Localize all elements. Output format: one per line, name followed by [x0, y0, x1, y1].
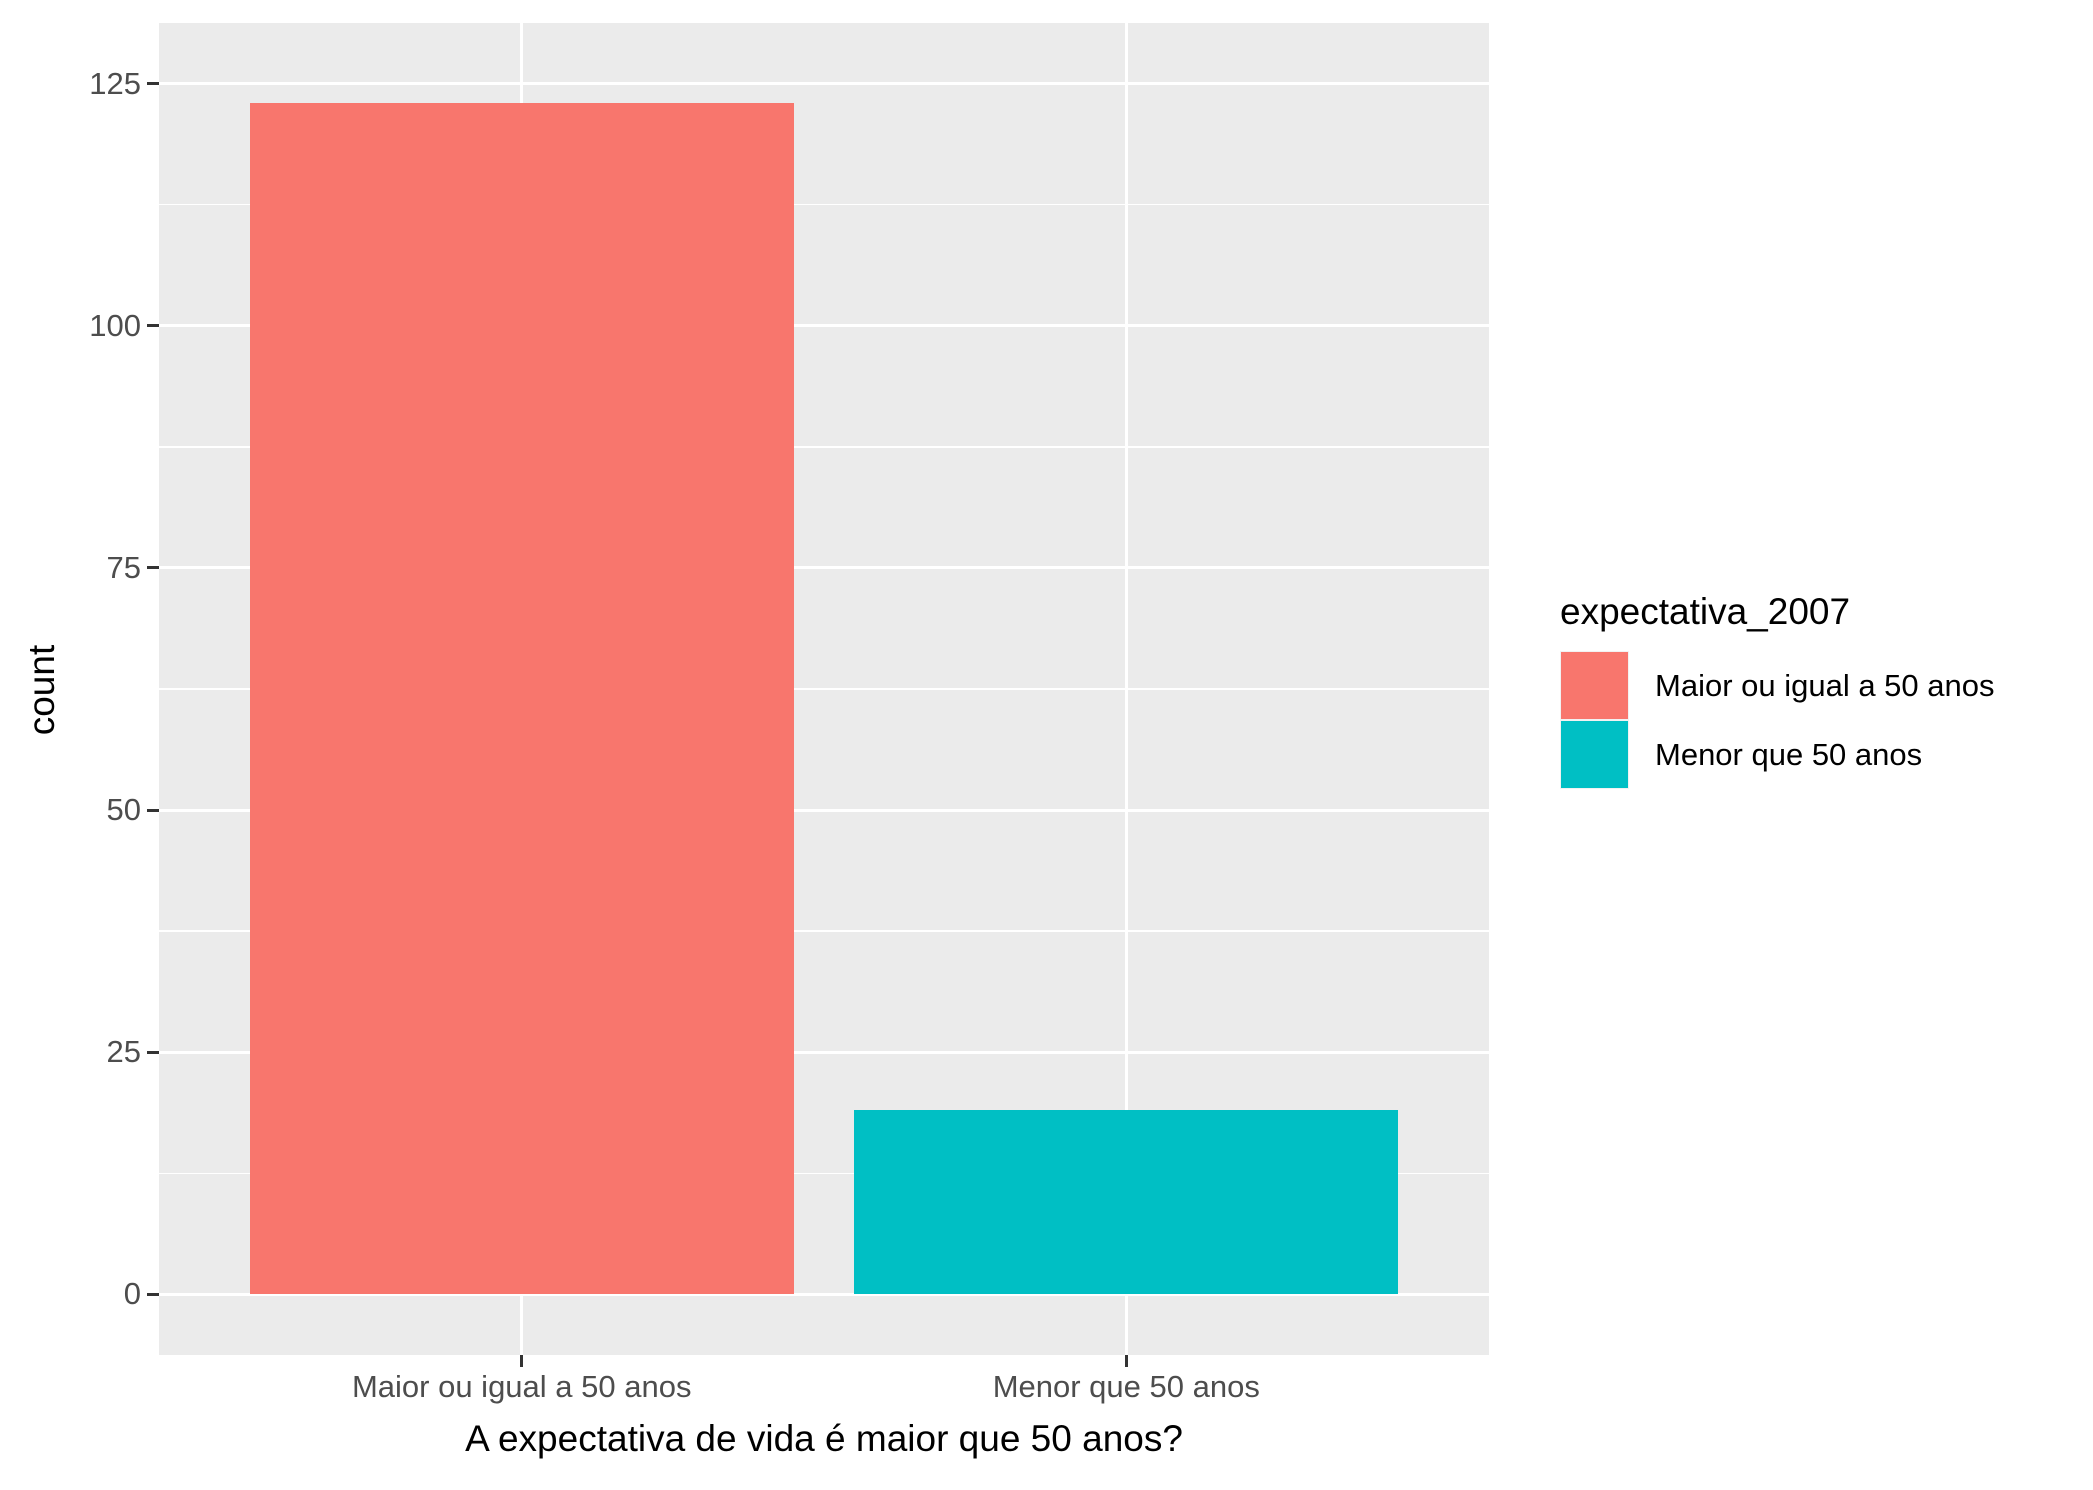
major-gridline: [159, 566, 1489, 570]
major-gridline: [159, 82, 1489, 86]
x-axis-title: A expectativa de vida é maior que 50 ano…: [465, 1418, 1183, 1459]
major-gridline: [159, 1050, 1489, 1054]
minor-gridline: [159, 930, 1489, 932]
minor-gridline: [159, 688, 1489, 690]
y-tick-mark: [147, 566, 159, 570]
major-gridline: [159, 1292, 1489, 1296]
legend-key: [1560, 720, 1629, 789]
legend-key: [1560, 651, 1629, 720]
legend-item-label: Maior ou igual a 50 anos: [1655, 667, 1995, 703]
x-tick-mark: [1124, 1355, 1128, 1367]
x-tick-label: Menor que 50 anos: [992, 1369, 1260, 1404]
major-gridline-vertical: [1124, 23, 1128, 1355]
y-tick-mark: [147, 808, 159, 812]
legend-item: Menor que 50 anos: [1560, 720, 2080, 789]
legend-rows: Maior ou igual a 50 anos Menor que 50 ano…: [1560, 651, 2080, 789]
y-tick-label: 50: [106, 792, 141, 828]
minor-gridline: [159, 1172, 1489, 1175]
legend-item-label: Menor que 50 anos: [1655, 736, 1923, 772]
y-tick-label: 100: [89, 307, 141, 343]
x-tick-label: Maior ou igual a 50 anos: [351, 1369, 692, 1404]
legend-item: Maior ou igual a 50 anos: [1560, 651, 2080, 720]
legend-key-swatch: [1561, 652, 1628, 719]
legend-title: expectativa_2007: [1560, 591, 1851, 632]
x-tick-mark: [520, 1355, 524, 1367]
bar: [854, 1110, 1399, 1295]
minor-gridline: [159, 203, 1489, 206]
y-axis-title: count: [21, 644, 62, 736]
major-gridline: [159, 808, 1489, 812]
y-tick-label: 75: [106, 549, 141, 585]
legend: expectativa_2007 Maior ou igual a 50 ano…: [1560, 589, 2080, 789]
minor-gridline: [159, 446, 1489, 448]
legend-key-swatch: [1561, 721, 1628, 788]
y-tick-label: 25: [106, 1034, 141, 1070]
y-tick-label: 125: [89, 65, 141, 101]
y-tick-label: 0: [123, 1276, 141, 1312]
plot-panel: [159, 23, 1489, 1355]
y-tick-mark: [147, 1050, 159, 1054]
y-tick-mark: [147, 82, 159, 86]
major-gridline: [159, 324, 1489, 328]
y-tick-mark: [147, 324, 159, 328]
bar: [249, 102, 794, 1295]
y-tick-mark: [147, 1292, 159, 1296]
